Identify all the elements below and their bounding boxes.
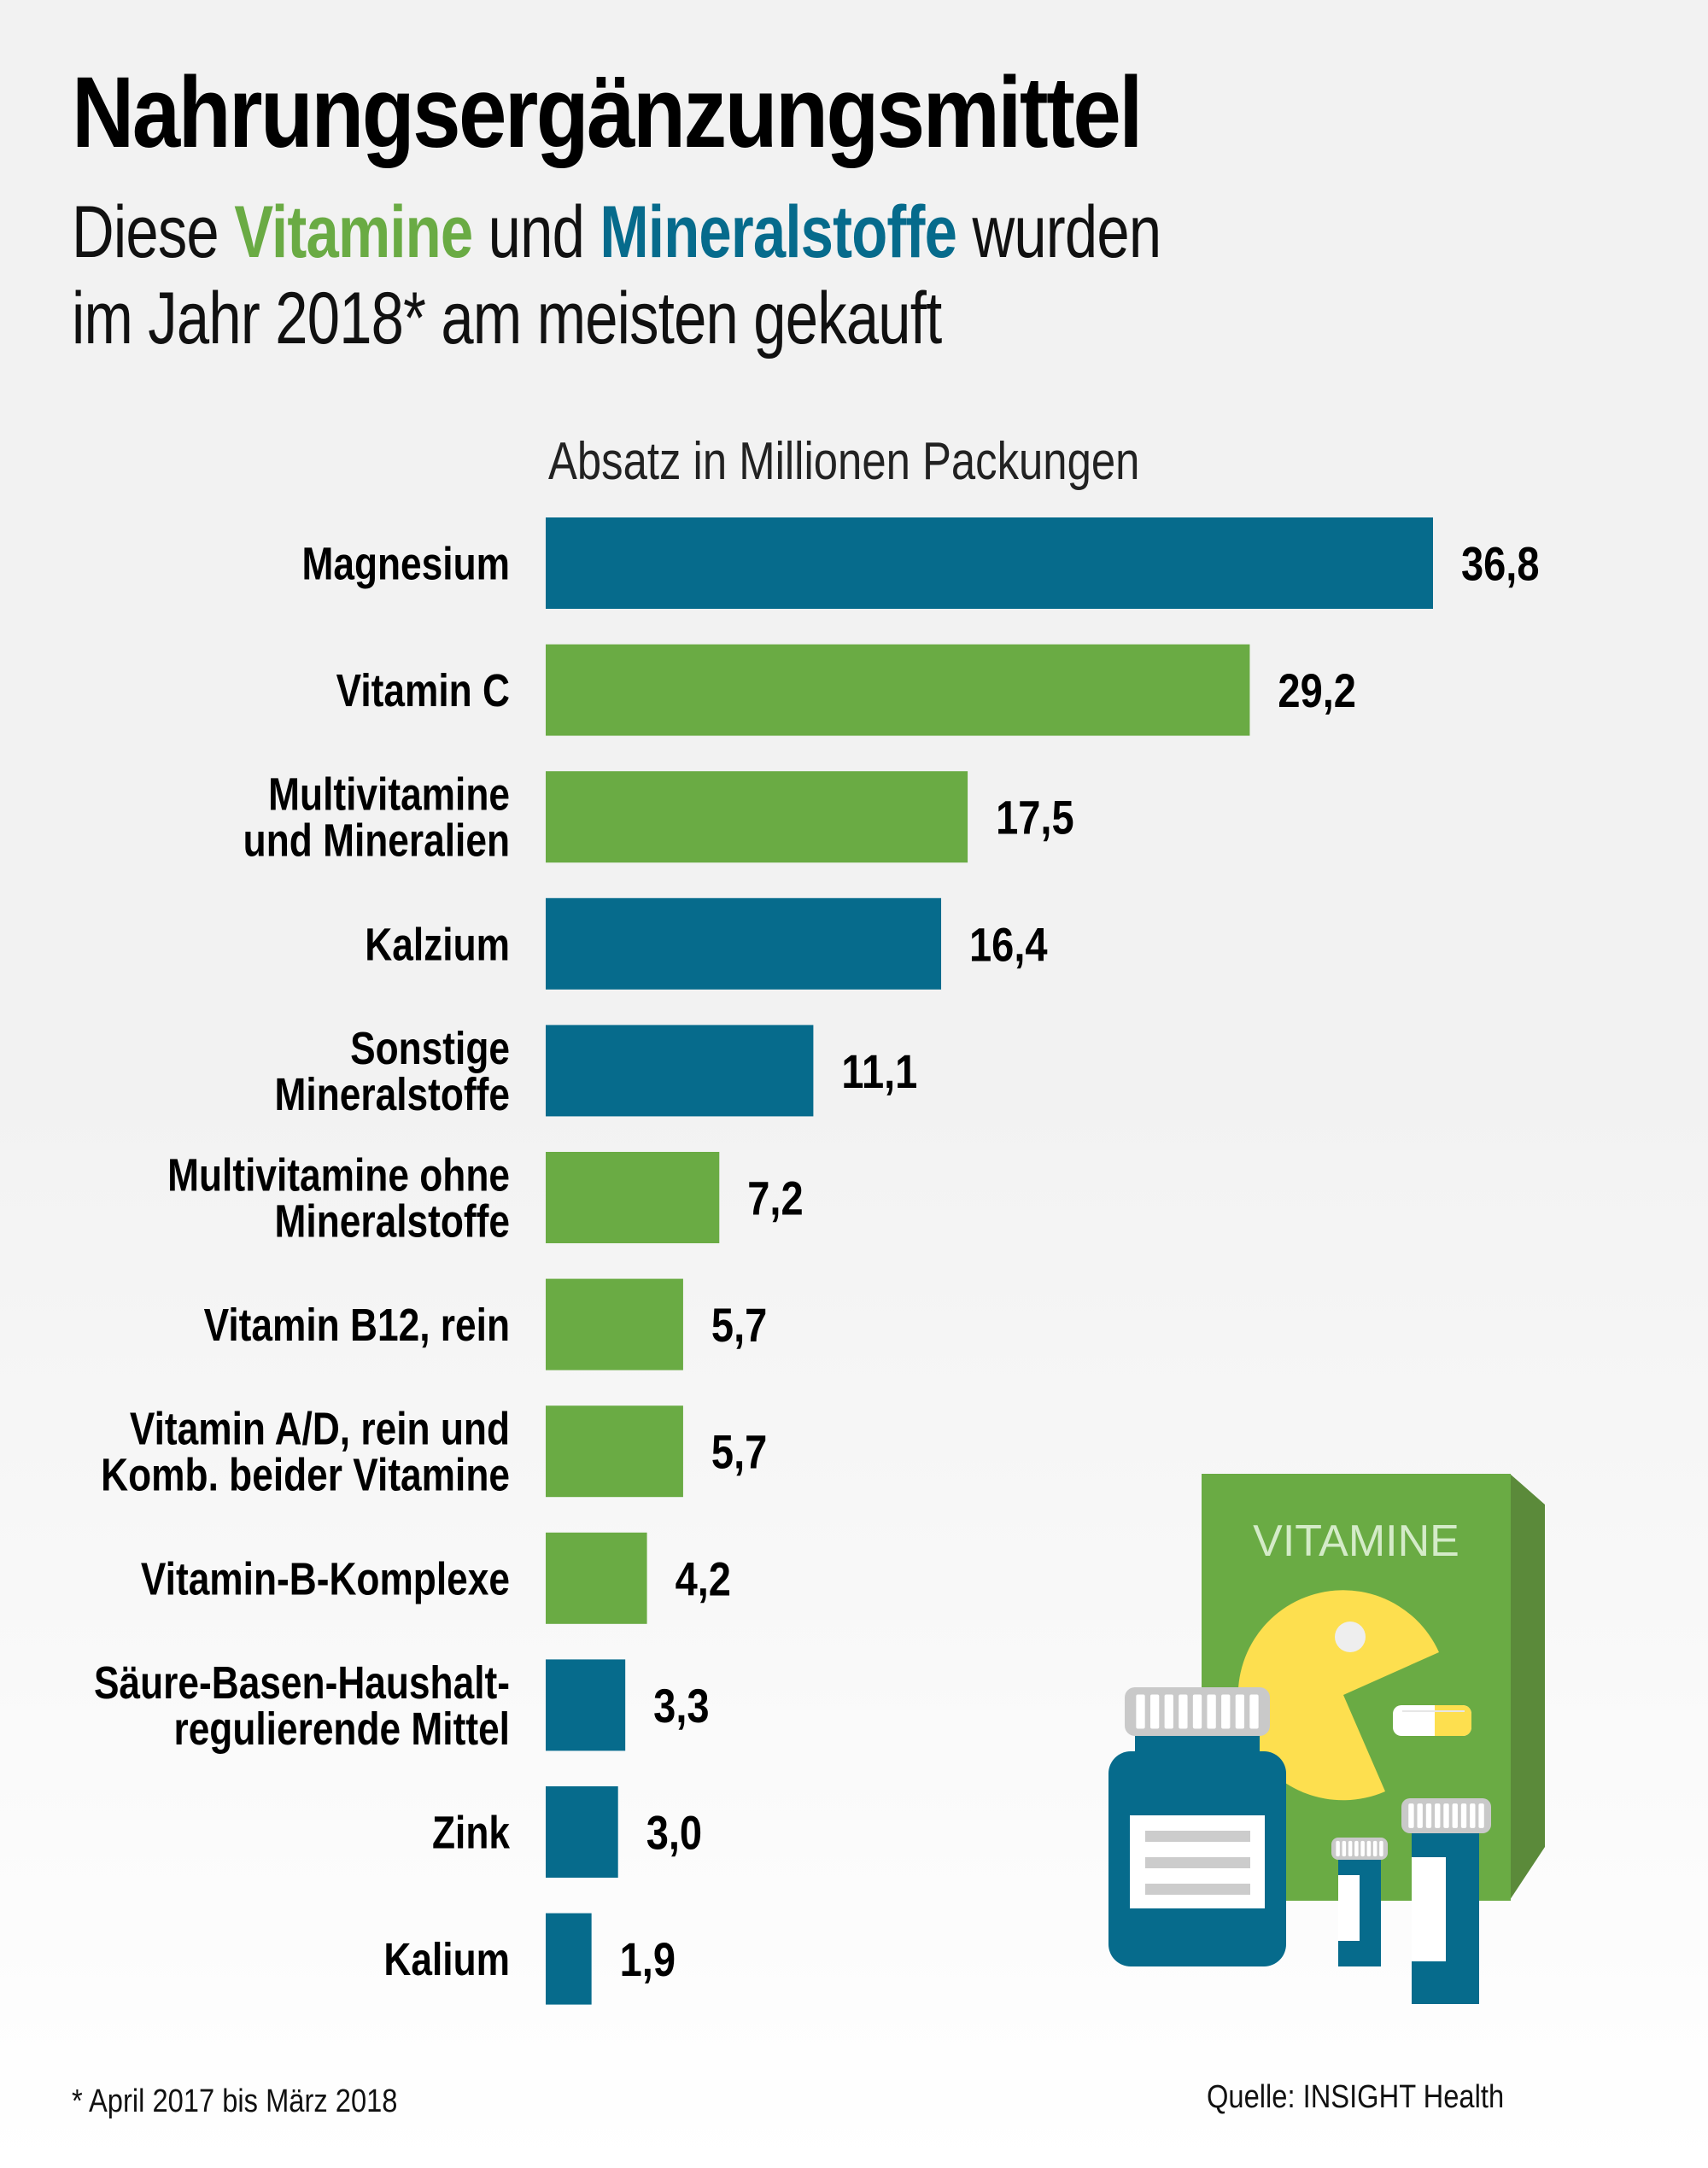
axis-caption: Absatz in Millionen Packungen — [548, 432, 1140, 491]
category-label: Zink — [432, 1807, 510, 1858]
category-label: Vitamin B12, rein — [204, 1300, 510, 1351]
category-label: Multivitamine ohne Mineralstoffe — [167, 1149, 510, 1247]
bar-mineral — [546, 1786, 618, 1878]
value-label: 4,2 — [676, 1551, 731, 1605]
bar-mineral — [546, 1025, 814, 1117]
bar-vitamin — [546, 771, 968, 863]
bar-vitamin — [546, 1152, 720, 1243]
value-label: 3,0 — [646, 1806, 702, 1860]
value-label: 5,7 — [711, 1298, 767, 1352]
category-label: Sonstige Mineralstoffe — [275, 1023, 510, 1120]
category-label: Magnesium — [302, 538, 510, 589]
bar-mineral — [546, 1659, 626, 1751]
bar-mineral — [546, 517, 1433, 609]
category-label: Säure-Basen-Haushalt-regulierende Mittel — [94, 1657, 510, 1755]
bar-vitamin — [546, 644, 1250, 736]
category-label: Kalzium — [365, 919, 510, 970]
value-label: 11,1 — [841, 1044, 917, 1098]
bar-vitamin — [546, 1405, 683, 1498]
footnote: * April 2017 bis März 2018 — [72, 2083, 398, 2119]
subtitle-text: und — [472, 191, 600, 273]
subtitle-text: wurden — [956, 191, 1161, 273]
subtitle-text: Diese — [72, 191, 235, 273]
source-credit: Quelle: INSIGHT Health — [1207, 2079, 1505, 2115]
subtitle-line-2: im Jahr 2018* am meisten gekauft — [72, 278, 942, 359]
category-label: Multivitamine und Mineralien — [243, 769, 510, 867]
legend-vitamine: Vitamine — [234, 191, 473, 273]
page-title: Nahrungsergänzungsmittel — [72, 56, 1143, 169]
bar-mineral — [546, 1913, 592, 2005]
value-label: 29,2 — [1278, 663, 1356, 717]
value-label: 5,7 — [711, 1425, 767, 1479]
value-label: 17,5 — [996, 791, 1074, 844]
subtitle-line-1: Diese Vitamine und Mineralstoffe wurden — [72, 190, 1161, 275]
category-label: Vitamin A/D, rein und Komb. beider Vitami… — [101, 1404, 510, 1501]
value-label: 3,3 — [653, 1679, 709, 1733]
value-label: 36,8 — [1461, 537, 1540, 591]
value-label: 7,2 — [747, 1172, 803, 1225]
legend-mineralstoffe: Mineralstoffe — [600, 191, 957, 273]
value-label: 1,9 — [620, 1932, 676, 1986]
category-label: Vitamin-B-Komplexe — [141, 1553, 510, 1604]
value-label: 16,4 — [969, 917, 1048, 971]
bar-vitamin — [546, 1532, 647, 1624]
bar-mineral — [546, 897, 942, 990]
category-label: Vitamin C — [336, 665, 510, 716]
category-label: Kalium — [383, 1934, 510, 1985]
bar-vitamin — [546, 1278, 683, 1370]
